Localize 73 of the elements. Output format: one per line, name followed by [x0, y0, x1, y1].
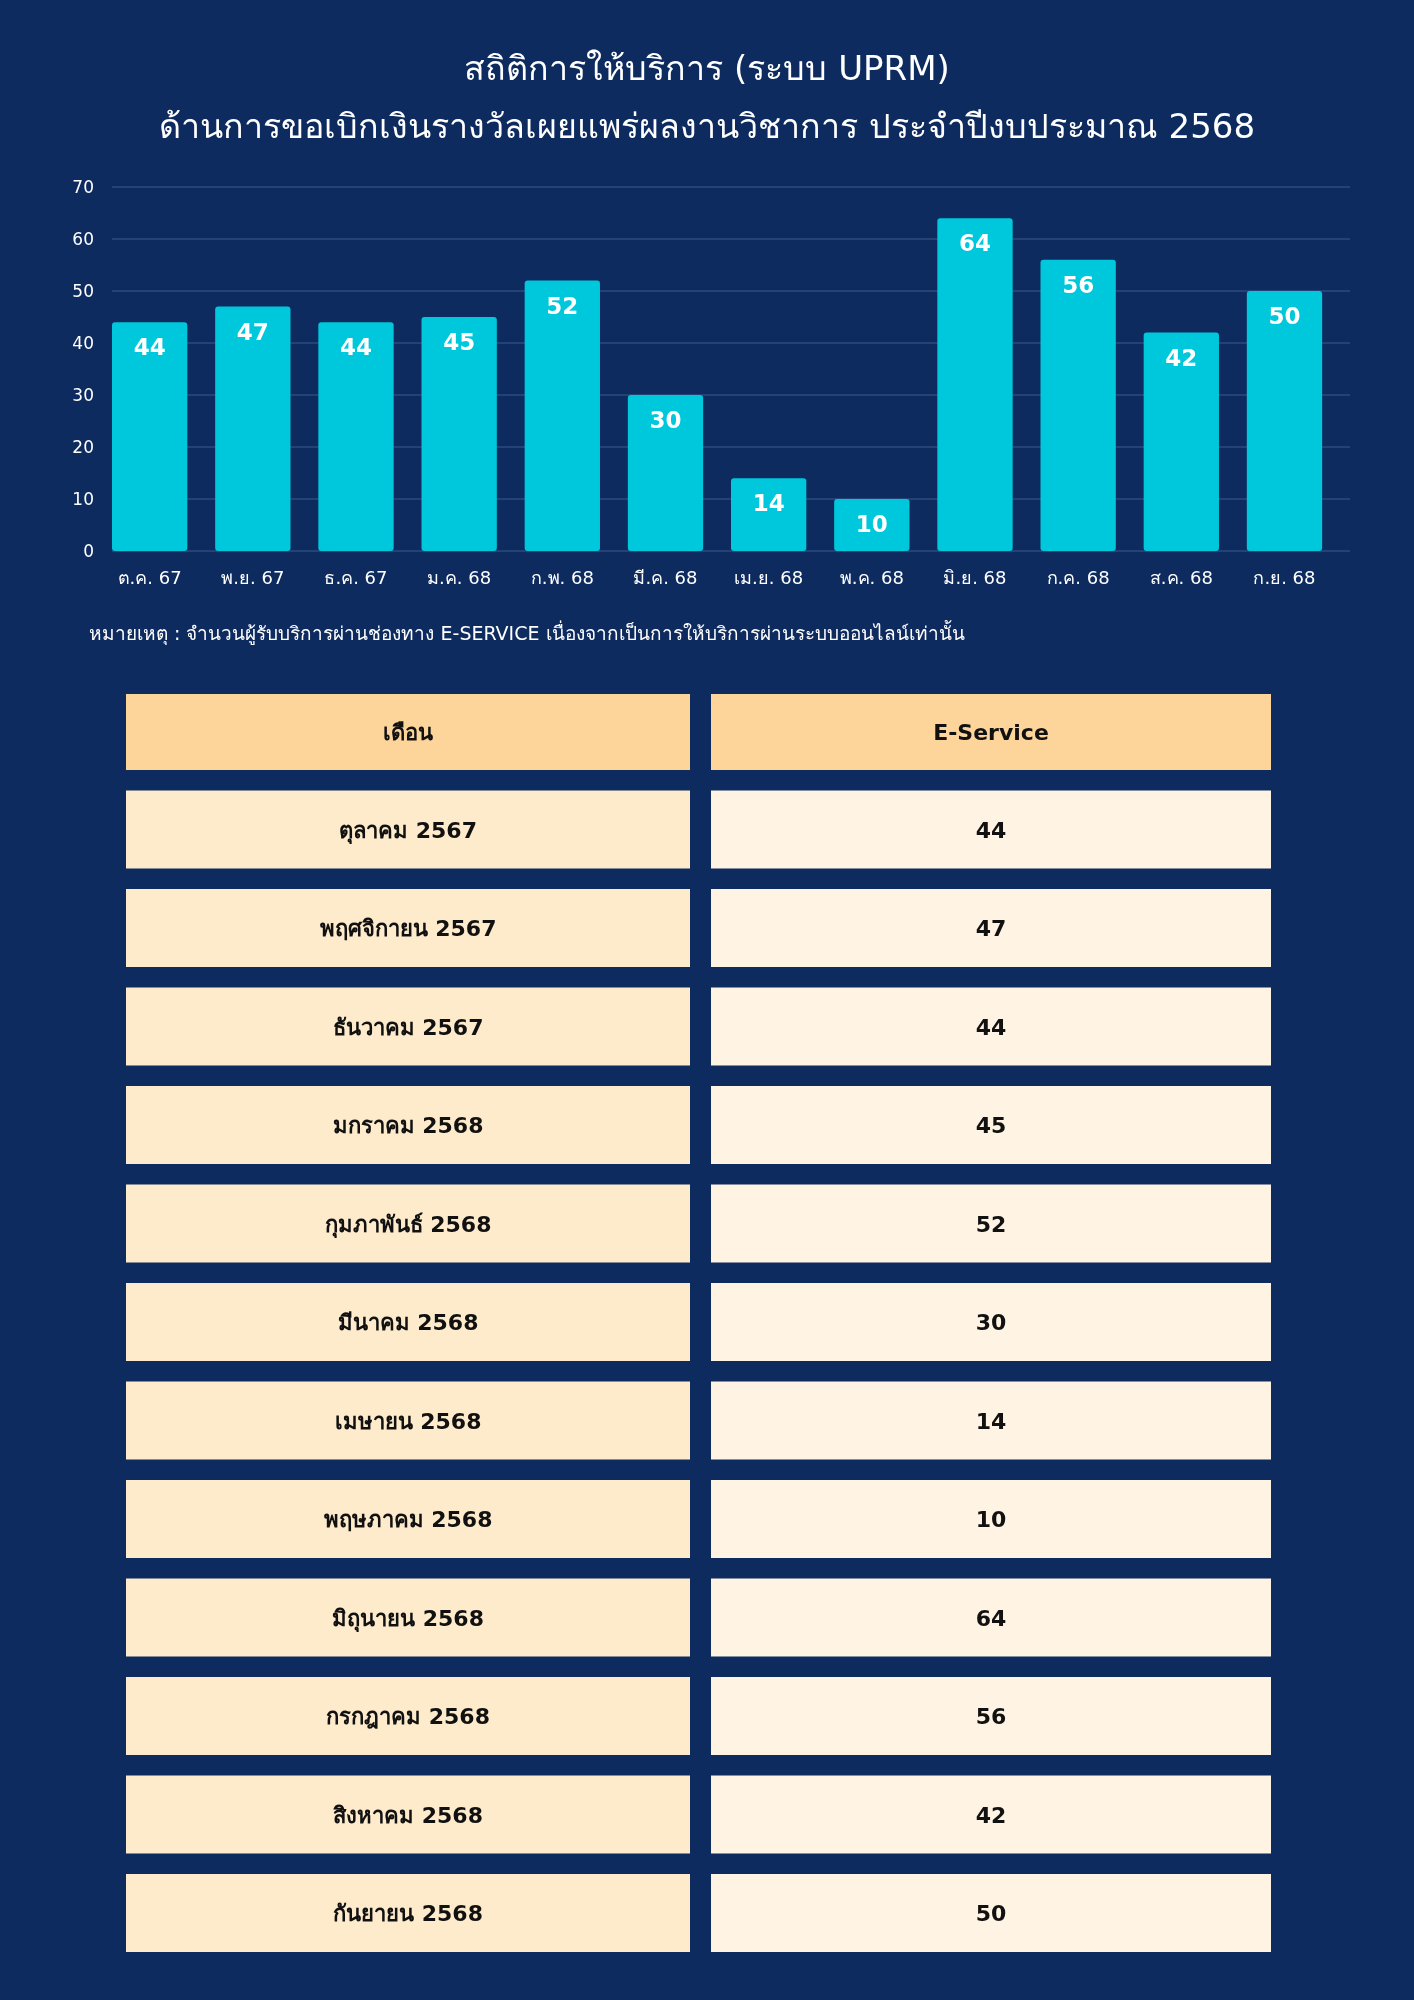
category-label: ธันวาคม 2567 [332, 1014, 484, 1040]
y-tick-label: 30 [72, 385, 94, 405]
data-label: 44 [133, 334, 166, 361]
bar [215, 306, 291, 551]
data-label: 45 [443, 329, 476, 355]
category-label: พฤษภาคม 2568 [323, 1507, 493, 1532]
text: E-Service [933, 720, 1049, 745]
category-label: สิงหาคม 2568 [333, 1802, 483, 1828]
category-label: มีนาคม 2568 [337, 1310, 479, 1335]
data-label: 44 [339, 334, 372, 361]
x-tick-label: มี.ค. 68 [633, 567, 698, 588]
bar [731, 478, 807, 551]
data-label: 52 [975, 1211, 1007, 1237]
data-label: 30 [649, 407, 682, 433]
category-label: เมษายน 2568 [334, 1408, 482, 1434]
bar [1246, 291, 1323, 551]
data-label: 42 [975, 1802, 1007, 1828]
data-label: 10 [855, 511, 888, 537]
data-label: 52 [546, 292, 579, 319]
data-label: 30 [975, 1310, 1007, 1335]
bar [834, 499, 910, 551]
data-label: 14 [752, 490, 785, 517]
data-label: 64 [975, 1605, 1007, 1631]
category-label: กันยายน 2568 [333, 1901, 483, 1926]
bar [627, 395, 704, 551]
bar [524, 280, 600, 551]
data-label: 44 [975, 817, 1007, 843]
category-label: พฤศจิกายน 2567 [319, 916, 497, 941]
category-label: มิถุนายน 2568 [332, 1605, 484, 1633]
y-tick-label: 20 [72, 437, 94, 457]
y-tick-label: 70 [72, 177, 94, 197]
x-tick-label: ก.พ. 68 [530, 567, 594, 588]
bar [318, 322, 394, 551]
y-tick-label: 50 [72, 281, 94, 301]
y-tick-label: 60 [72, 229, 94, 249]
data-label: 45 [975, 1113, 1007, 1138]
data-label: 14 [975, 1408, 1007, 1434]
data-label: 44 [975, 1014, 1007, 1040]
y-tick-label: 0 [83, 541, 94, 561]
category-label: มกราคม 2568 [332, 1113, 484, 1138]
category-label: กุมภาพันธ์ 2568 [324, 1211, 492, 1239]
x-tick-label: ก.ค. 68 [1046, 567, 1110, 588]
x-tick-label: ม.ค. 68 [427, 567, 492, 588]
data-label: 47 [236, 318, 269, 345]
x-tick-label: ส.ค. 68 [1149, 567, 1213, 588]
chart-title: สถิติการให้บริการ (ระบบ UPRM) [464, 48, 950, 88]
data-label: 64 [958, 230, 991, 257]
data-label: 56 [1062, 271, 1095, 298]
data-label: 42 [1165, 344, 1198, 371]
bar [421, 317, 497, 551]
category-label: กรกฎาคม 2568 [326, 1704, 490, 1729]
x-tick-label: เม.ย. 68 [734, 567, 804, 588]
data-label: 10 [975, 1507, 1007, 1532]
data-label: 50 [975, 1901, 1007, 1926]
x-tick-label: ต.ค. 67 [117, 567, 182, 588]
bar [1040, 259, 1116, 551]
category-label: ตุลาคม 2567 [339, 817, 477, 845]
text: หมายเหตุ : จำนวนผู้รับบริการผ่านช่องทาง E-SERVICE เนื่องจากเป็นการให้บริการผ่านระบบออนไลน์เท่านั้น [89, 620, 965, 646]
x-tick-label: ธ.ค. 67 [324, 567, 388, 588]
data-label: 47 [975, 916, 1007, 941]
data-label: 50 [1268, 303, 1301, 329]
bar [1143, 332, 1219, 551]
chart-subtitle: ด้านการขอเบิกเงินรางวัลเผยแพร่ผลงานวิชาการ ประจำปีงบประมาณ 2568 [158, 106, 1256, 146]
x-tick-label: มิ.ย. 68 [943, 567, 1007, 588]
x-tick-label: ก.ย. 68 [1253, 567, 1316, 588]
y-tick-label: 10 [72, 489, 94, 509]
text: เดือน [383, 720, 433, 745]
data-label: 56 [975, 1704, 1007, 1729]
x-tick-label: พ.ค. 68 [839, 567, 904, 588]
bar [112, 322, 188, 551]
bar [937, 218, 1013, 551]
y-tick-label: 40 [72, 333, 94, 353]
x-tick-label: พ.ย. 67 [221, 567, 285, 588]
